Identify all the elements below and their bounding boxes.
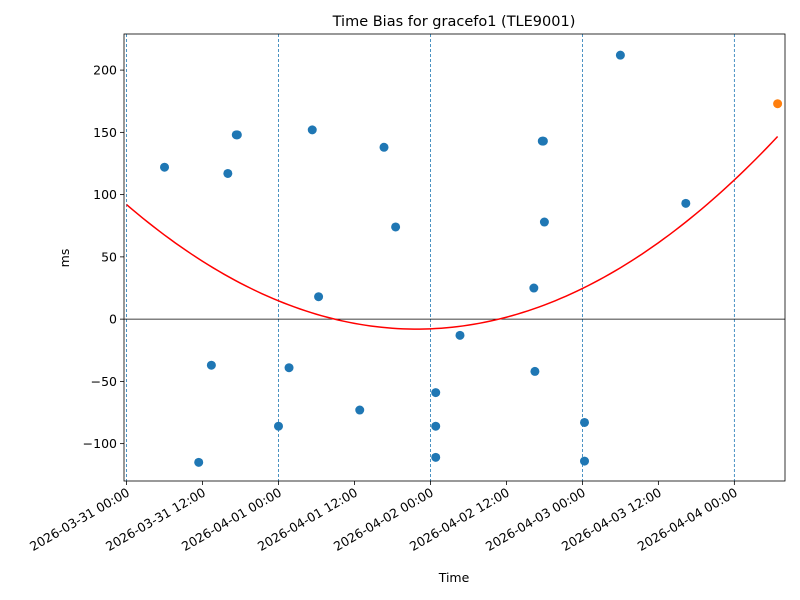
data-point-11 bbox=[355, 405, 365, 415]
y-tick-label-4: 50 bbox=[101, 249, 117, 264]
y-tick-label-5: 100 bbox=[93, 187, 117, 202]
data-point-10 bbox=[314, 292, 324, 302]
data-point-1 bbox=[160, 162, 170, 172]
y-tick-label-3: 0 bbox=[109, 312, 117, 327]
y-axis-label: ms bbox=[57, 249, 72, 268]
data-point-3 bbox=[206, 360, 216, 370]
data-point-26 bbox=[681, 198, 691, 208]
data-point-22 bbox=[539, 217, 549, 227]
y-tick-label-7: 200 bbox=[93, 63, 117, 78]
y-tick-label-2: −50 bbox=[91, 374, 117, 389]
y-tick-label-6: 150 bbox=[93, 125, 117, 140]
day-lines bbox=[126, 34, 735, 481]
x-axis-label: Time bbox=[438, 570, 470, 585]
plot-frame bbox=[123, 33, 786, 482]
fit-curve-group bbox=[126, 136, 779, 330]
data-point-15 bbox=[431, 421, 441, 431]
data-point-16 bbox=[431, 452, 441, 462]
data-point-18 bbox=[529, 283, 539, 293]
data-point-9 bbox=[307, 125, 317, 135]
data-point-19 bbox=[530, 366, 540, 376]
y-axis-ticks: −100 −50 0 50 100 150 200 bbox=[83, 63, 124, 451]
data-point-14 bbox=[431, 388, 441, 398]
data-point-25 bbox=[615, 50, 625, 60]
data-point-21 bbox=[538, 136, 548, 146]
latest-data-point bbox=[773, 99, 783, 109]
y-tick-label-1: −100 bbox=[83, 436, 117, 451]
data-point-13 bbox=[391, 222, 401, 232]
fit-curve bbox=[126, 136, 779, 330]
data-point-8 bbox=[284, 363, 294, 373]
data-points bbox=[160, 50, 783, 467]
data-point-7 bbox=[273, 421, 283, 431]
data-point-4 bbox=[223, 168, 233, 178]
chart-title: Time Bias for gracefo1 (TLE9001) bbox=[332, 14, 576, 30]
data-point-23 bbox=[580, 417, 590, 427]
data-point-12 bbox=[379, 142, 389, 152]
data-point-24 bbox=[580, 456, 590, 466]
data-point-17 bbox=[455, 330, 465, 340]
data-point-2 bbox=[194, 457, 204, 467]
data-point-6 bbox=[232, 130, 242, 140]
